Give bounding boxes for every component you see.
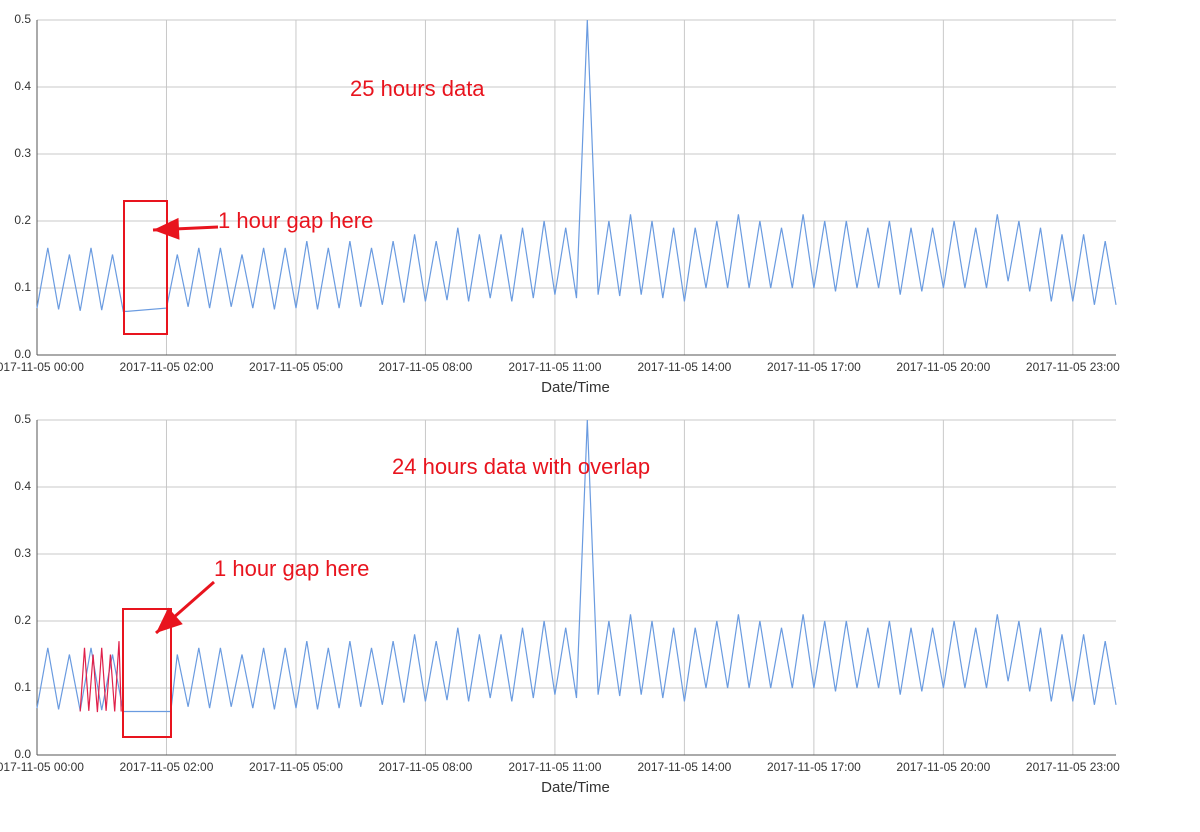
y-tick-label: 0.2: [14, 213, 31, 227]
y-tick-label: 0.3: [14, 146, 31, 160]
x-tick-label: 2017-11-05 08:00: [379, 360, 473, 374]
y-tick-label: 0.5: [14, 12, 31, 26]
x-axis-title: Date/Time: [541, 779, 610, 796]
y-tick-label: 0.3: [14, 546, 31, 560]
y-tick-label: 0.1: [14, 680, 31, 694]
annotation-title: 25 hours data: [350, 76, 485, 101]
x-tick-label: 2017-11-05 02:00: [120, 760, 214, 774]
y-tick-label: 0.4: [14, 479, 31, 493]
y-tick-label: 0.0: [14, 747, 31, 761]
data-line: [36, 19, 1117, 312]
x-tick-label: 2017-11-05 08:00: [379, 760, 473, 774]
highlight-box: [122, 608, 172, 738]
y-tick-label: 0.0: [14, 347, 31, 361]
x-tick-label: 2017-11-05 23:00: [1026, 760, 1120, 774]
arrow-head: [156, 607, 183, 633]
x-tick-label: 2017-11-05 20:00: [896, 760, 990, 774]
x-tick-label: 2017-11-05 20:00: [896, 360, 990, 374]
x-tick-label: 2017-11-05 11:00: [508, 760, 601, 774]
x-tick-label: 2017-11-05 23:00: [1026, 360, 1120, 374]
y-tick-label: 0.1: [14, 280, 31, 294]
x-tick-label: 2017-11-05 00:00: [0, 760, 84, 774]
x-tick-label: 2017-11-05 05:00: [249, 760, 343, 774]
x-tick-label: 2017-11-05 14:00: [637, 760, 731, 774]
data-line: [36, 419, 1117, 713]
x-tick-label: 2017-11-05 14:00: [637, 360, 731, 374]
annotation: 1 hour gap here: [218, 208, 373, 233]
x-tick-label: 2017-11-05 02:00: [120, 360, 214, 374]
x-tick-label: 2017-11-05 17:00: [767, 760, 861, 774]
y-tick-label: 0.5: [14, 412, 31, 426]
highlight-box: [123, 200, 168, 335]
y-tick-label: 0.2: [14, 613, 31, 627]
x-tick-label: 2017-11-05 05:00: [249, 360, 343, 374]
arrow-head: [153, 217, 180, 240]
annotation-title: 24 hours data with overlap: [392, 454, 650, 479]
x-tick-label: 2017-11-05 11:00: [508, 360, 601, 374]
x-axis-title: Date/Time: [541, 379, 610, 396]
x-tick-label: 2017-11-05 17:00: [767, 360, 861, 374]
data-line: [79, 641, 122, 713]
y-tick-label: 0.4: [14, 79, 31, 93]
annotation: 1 hour gap here: [214, 556, 369, 581]
x-tick-label: 2017-11-05 00:00: [0, 360, 84, 374]
